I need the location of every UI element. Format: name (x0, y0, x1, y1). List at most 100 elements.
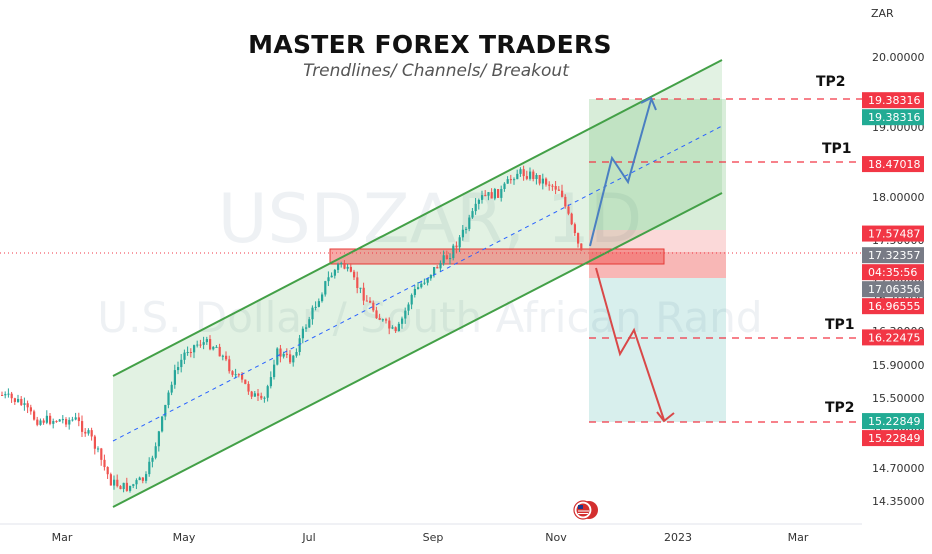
candle-body (349, 266, 352, 272)
candle-body (481, 195, 484, 200)
time-tick-label: Mar (788, 531, 809, 544)
candle-body (23, 403, 26, 405)
candle-body (93, 436, 96, 449)
price-tick-label: 14.70000 (872, 462, 925, 475)
candle-body (423, 282, 426, 284)
candle-body (388, 320, 391, 329)
candle-body (455, 245, 458, 248)
candle-body (509, 179, 512, 181)
price-tick-label: 15.50000 (872, 392, 925, 405)
candle-body (433, 267, 436, 275)
candle-body (1, 395, 4, 396)
candle-body (266, 386, 269, 398)
candle-body (119, 486, 122, 490)
candle-body (164, 404, 167, 417)
channel-mid-line (112, 125, 723, 442)
candle-body (141, 477, 144, 481)
candle-body (157, 431, 160, 447)
candle-body (237, 374, 240, 376)
candle-body (177, 367, 180, 371)
us-flag-icon[interactable] (573, 500, 598, 520)
candle-body (103, 459, 106, 468)
candle-body (58, 419, 61, 422)
candle-body (541, 178, 544, 184)
candle-body (468, 217, 471, 229)
candle-body (465, 228, 468, 230)
candle-body (365, 300, 368, 302)
candle-body (199, 344, 202, 346)
candle-body (295, 352, 298, 356)
candles-group (1, 165, 583, 493)
candle-body (538, 175, 541, 184)
candle-body (554, 186, 557, 190)
candle-body (362, 287, 365, 301)
candle-body (356, 277, 359, 289)
candle-body (343, 262, 346, 269)
candle-body (273, 364, 276, 378)
long-stop-zone (589, 230, 726, 252)
candle-body (439, 263, 442, 269)
candle-body (378, 318, 381, 320)
candle-body (410, 294, 413, 305)
price-tick-label: 14.35000 (872, 495, 925, 508)
candle-body (461, 229, 464, 238)
candle-body (20, 398, 23, 405)
candle-body (135, 480, 138, 485)
candle-body (4, 394, 7, 396)
candle-body (292, 355, 295, 363)
price-tick-label: 20.00000 (872, 51, 925, 64)
candle-body (519, 169, 522, 174)
long-profit-zone (589, 99, 726, 230)
candle-body (244, 379, 247, 384)
candle-body (17, 398, 20, 402)
candle-body (493, 189, 496, 199)
candle-body (221, 355, 224, 357)
candle-body (253, 393, 256, 397)
candle-body (71, 419, 74, 421)
price-tick-label: 15.90000 (872, 359, 925, 372)
candle-body (529, 171, 532, 179)
currency-label: ZAR (871, 7, 894, 20)
candle-body (372, 302, 375, 311)
candle-body (359, 287, 362, 289)
price-tag (862, 109, 924, 126)
candle-body (257, 393, 260, 396)
price-tag-label: 16.22475 (868, 331, 921, 344)
bullish-projection-arrow (589, 99, 652, 247)
candle-body (557, 189, 560, 191)
candle-body (109, 474, 112, 486)
resistance-zone (329, 248, 665, 265)
candle-body (369, 300, 372, 303)
candle-body (84, 431, 87, 434)
candle-body (449, 258, 452, 260)
candle-body (308, 319, 311, 328)
price-tag (862, 298, 924, 315)
candle-body (394, 327, 397, 332)
candle-body (77, 417, 80, 422)
price-tag (862, 413, 924, 430)
tp1-down-label: TP1 (825, 317, 855, 333)
candle-body (10, 393, 13, 399)
candle-body (353, 271, 356, 278)
candle-body (209, 339, 212, 350)
candle-body (500, 189, 503, 198)
price-tag-label: 17.32357 (868, 249, 921, 262)
time-axis[interactable]: Mar May Jul Sep Nov 2023 Mar (52, 531, 809, 544)
candle-body (452, 245, 455, 259)
candle-body (234, 374, 237, 376)
price-tag (862, 156, 924, 173)
candle-body (311, 307, 314, 320)
price-tag-label: 15.22849 (868, 432, 921, 445)
candle-body (263, 397, 266, 399)
candle-body (551, 185, 554, 187)
channel-upper-line (112, 59, 723, 377)
candle-body (129, 485, 132, 491)
candle-body (29, 407, 32, 412)
candle-body (218, 346, 221, 357)
candle-body (74, 417, 77, 420)
candle-body (532, 171, 535, 179)
tp2-up-label: TP2 (816, 74, 846, 90)
candle-body (477, 199, 480, 204)
